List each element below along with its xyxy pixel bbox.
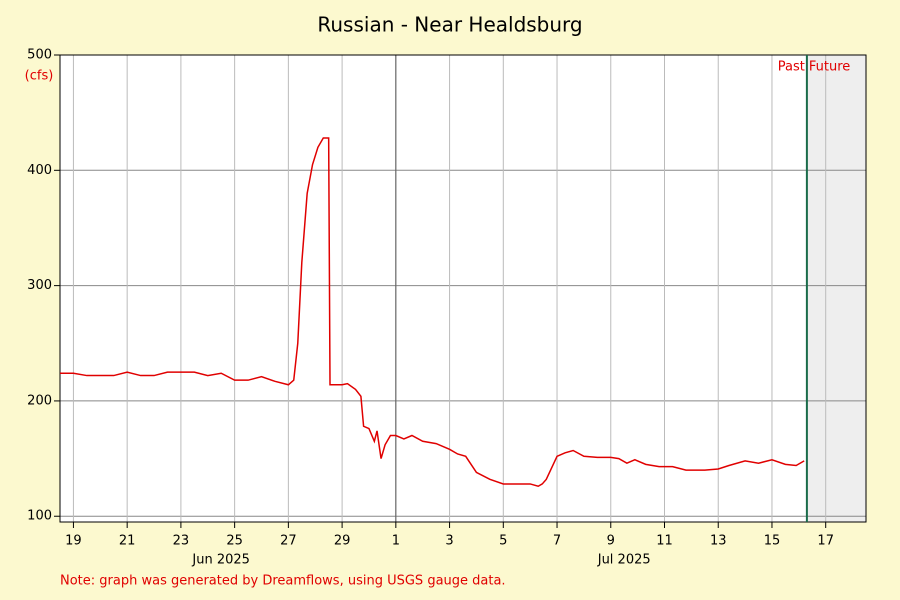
past-label: Past — [778, 60, 805, 75]
x-tick-label: 25 — [226, 534, 243, 549]
x-tick-label: 19 — [65, 534, 82, 549]
y-tick-label: 400 — [27, 163, 52, 178]
month-label: Jul 2025 — [597, 553, 651, 568]
y-tick-label: 500 — [27, 48, 52, 63]
x-tick-label: 21 — [119, 534, 136, 549]
x-tick-label: 27 — [280, 534, 297, 549]
y-tick-label: 200 — [27, 393, 52, 408]
x-tick-label: 17 — [817, 534, 834, 549]
x-tick-label: 3 — [445, 534, 453, 549]
y-axis-label: (cfs) — [25, 69, 54, 84]
x-tick-label: 9 — [607, 534, 615, 549]
chart-title: Russian - Near Healdsburg — [317, 13, 582, 37]
x-tick-label: 7 — [553, 534, 561, 549]
future-area — [806, 55, 866, 522]
x-tick-label: 5 — [499, 534, 507, 549]
plot-frame — [59, 54, 867, 523]
note: Note: graph was generated by Dreamflows,… — [60, 574, 506, 589]
month-label: Jun 2025 — [191, 553, 250, 568]
plot-area — [60, 55, 866, 522]
x-tick-label: 13 — [710, 534, 727, 549]
x-tick-label: 23 — [173, 534, 190, 549]
y-tick-label: 300 — [27, 278, 52, 293]
flow-line — [60, 137, 805, 488]
future-label: Future — [809, 60, 850, 75]
y-tick-label: 100 — [27, 509, 52, 524]
x-tick-label: 15 — [764, 534, 781, 549]
x-tick-label: 11 — [656, 534, 673, 549]
x-tick-label: 1 — [392, 534, 400, 549]
x-tick-label: 29 — [334, 534, 351, 549]
